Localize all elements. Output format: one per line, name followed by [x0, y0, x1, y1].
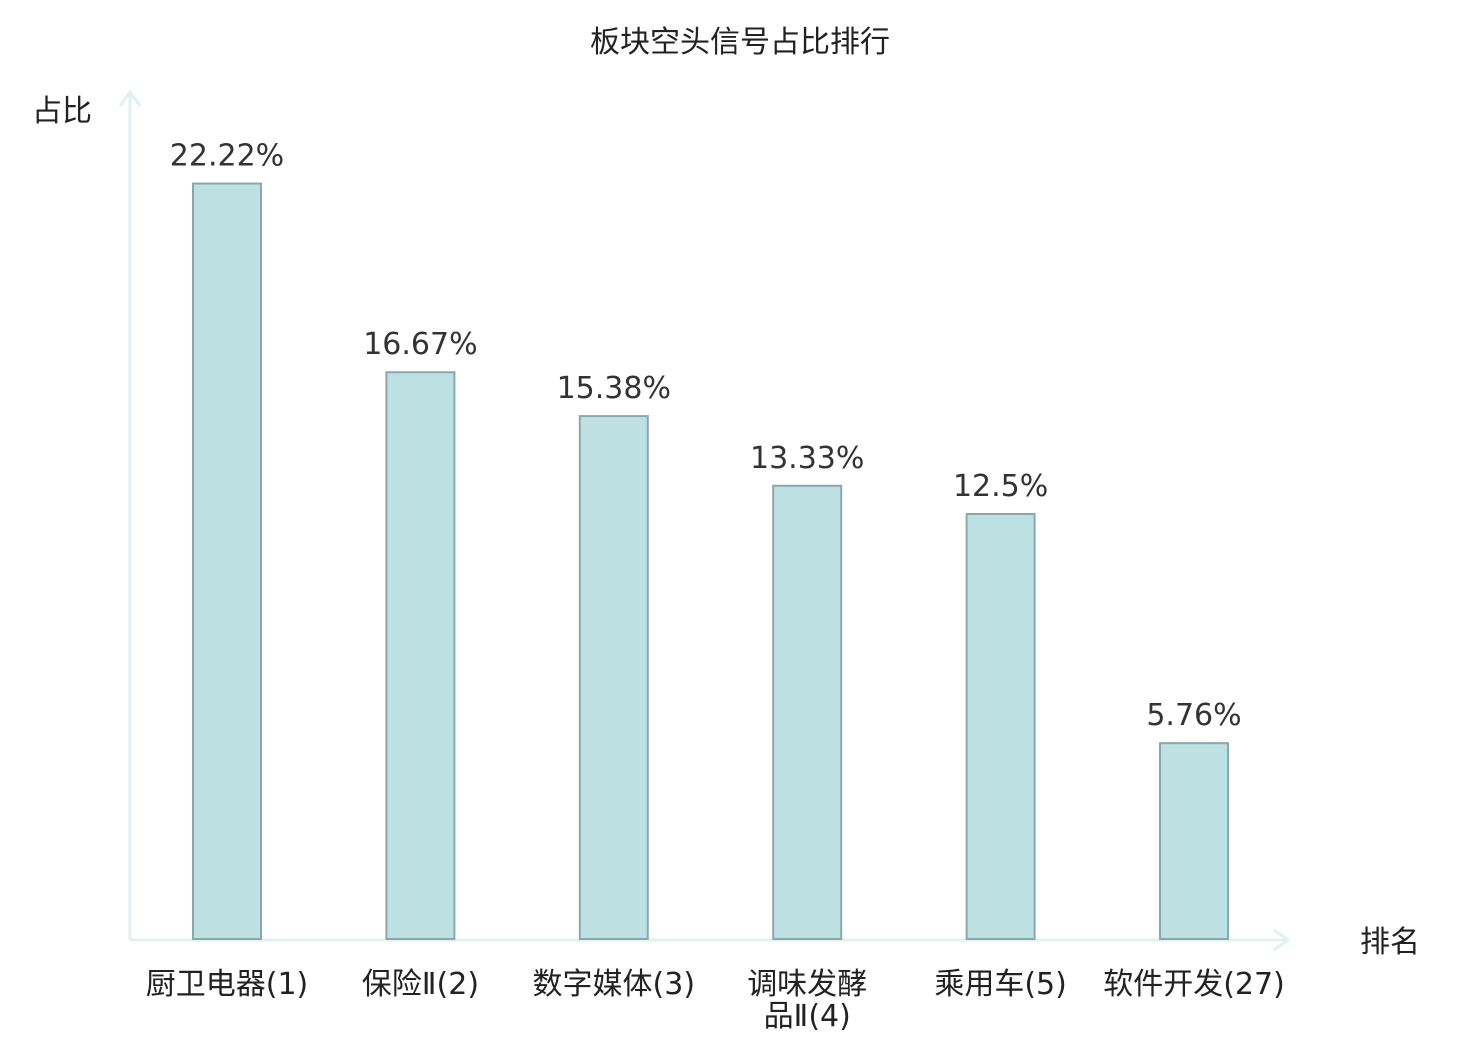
- bar: [772, 484, 843, 940]
- bar-value-label: 5.76%: [1146, 698, 1241, 733]
- x-tick-label: 乘用车(5): [934, 967, 1067, 1002]
- x-tick-label: 保险Ⅱ(2): [362, 967, 479, 1002]
- x-tick-label: 软件开发(27): [1103, 967, 1285, 1002]
- bar: [965, 513, 1036, 940]
- bar: [1159, 742, 1229, 940]
- y-axis-label: 占比: [32, 94, 92, 129]
- x-tick-label: 数字媒体(3): [533, 967, 696, 1002]
- x-axis-arrow: [1273, 928, 1291, 952]
- bar-value-label: 13.33%: [750, 441, 864, 476]
- bar-value-label: 22.22%: [170, 139, 284, 174]
- x-tick-label: 品Ⅱ(4): [764, 999, 851, 1034]
- x-tick-label: 厨卫电器(1): [146, 967, 309, 1002]
- bar-value-label: 12.5%: [953, 469, 1048, 504]
- x-tick-label: 调味发酵: [747, 967, 867, 1002]
- bar-value-label: 15.38%: [557, 371, 671, 406]
- bar-value-label: 16.67%: [363, 327, 477, 362]
- bar: [192, 182, 262, 940]
- bar: [578, 415, 649, 940]
- chart-title: 板块空头信号占比排行: [590, 25, 890, 60]
- axes: [118, 89, 1291, 952]
- y-axis-arrow: [118, 89, 142, 107]
- value-labels: 22.22% 16.67% 15.38% 13.33% 12.5% 5.76%: [170, 139, 1242, 734]
- bar: [385, 371, 456, 941]
- bars: [192, 182, 1229, 941]
- x-axis-label: 排名: [1360, 925, 1420, 960]
